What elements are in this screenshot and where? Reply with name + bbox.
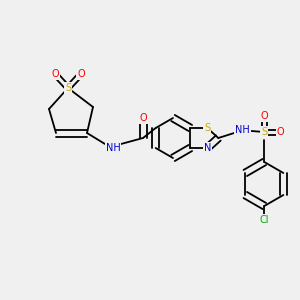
Text: O: O: [277, 127, 284, 137]
Text: O: O: [139, 113, 147, 123]
Text: NH: NH: [106, 143, 120, 153]
Text: NH: NH: [235, 125, 250, 135]
Text: Cl: Cl: [260, 215, 269, 225]
Text: O: O: [260, 111, 268, 121]
Text: S: S: [261, 127, 267, 137]
Text: S: S: [65, 83, 71, 93]
Text: N: N: [204, 143, 211, 153]
Text: O: O: [77, 69, 85, 79]
Text: S: S: [204, 123, 210, 133]
Text: O: O: [51, 69, 59, 79]
